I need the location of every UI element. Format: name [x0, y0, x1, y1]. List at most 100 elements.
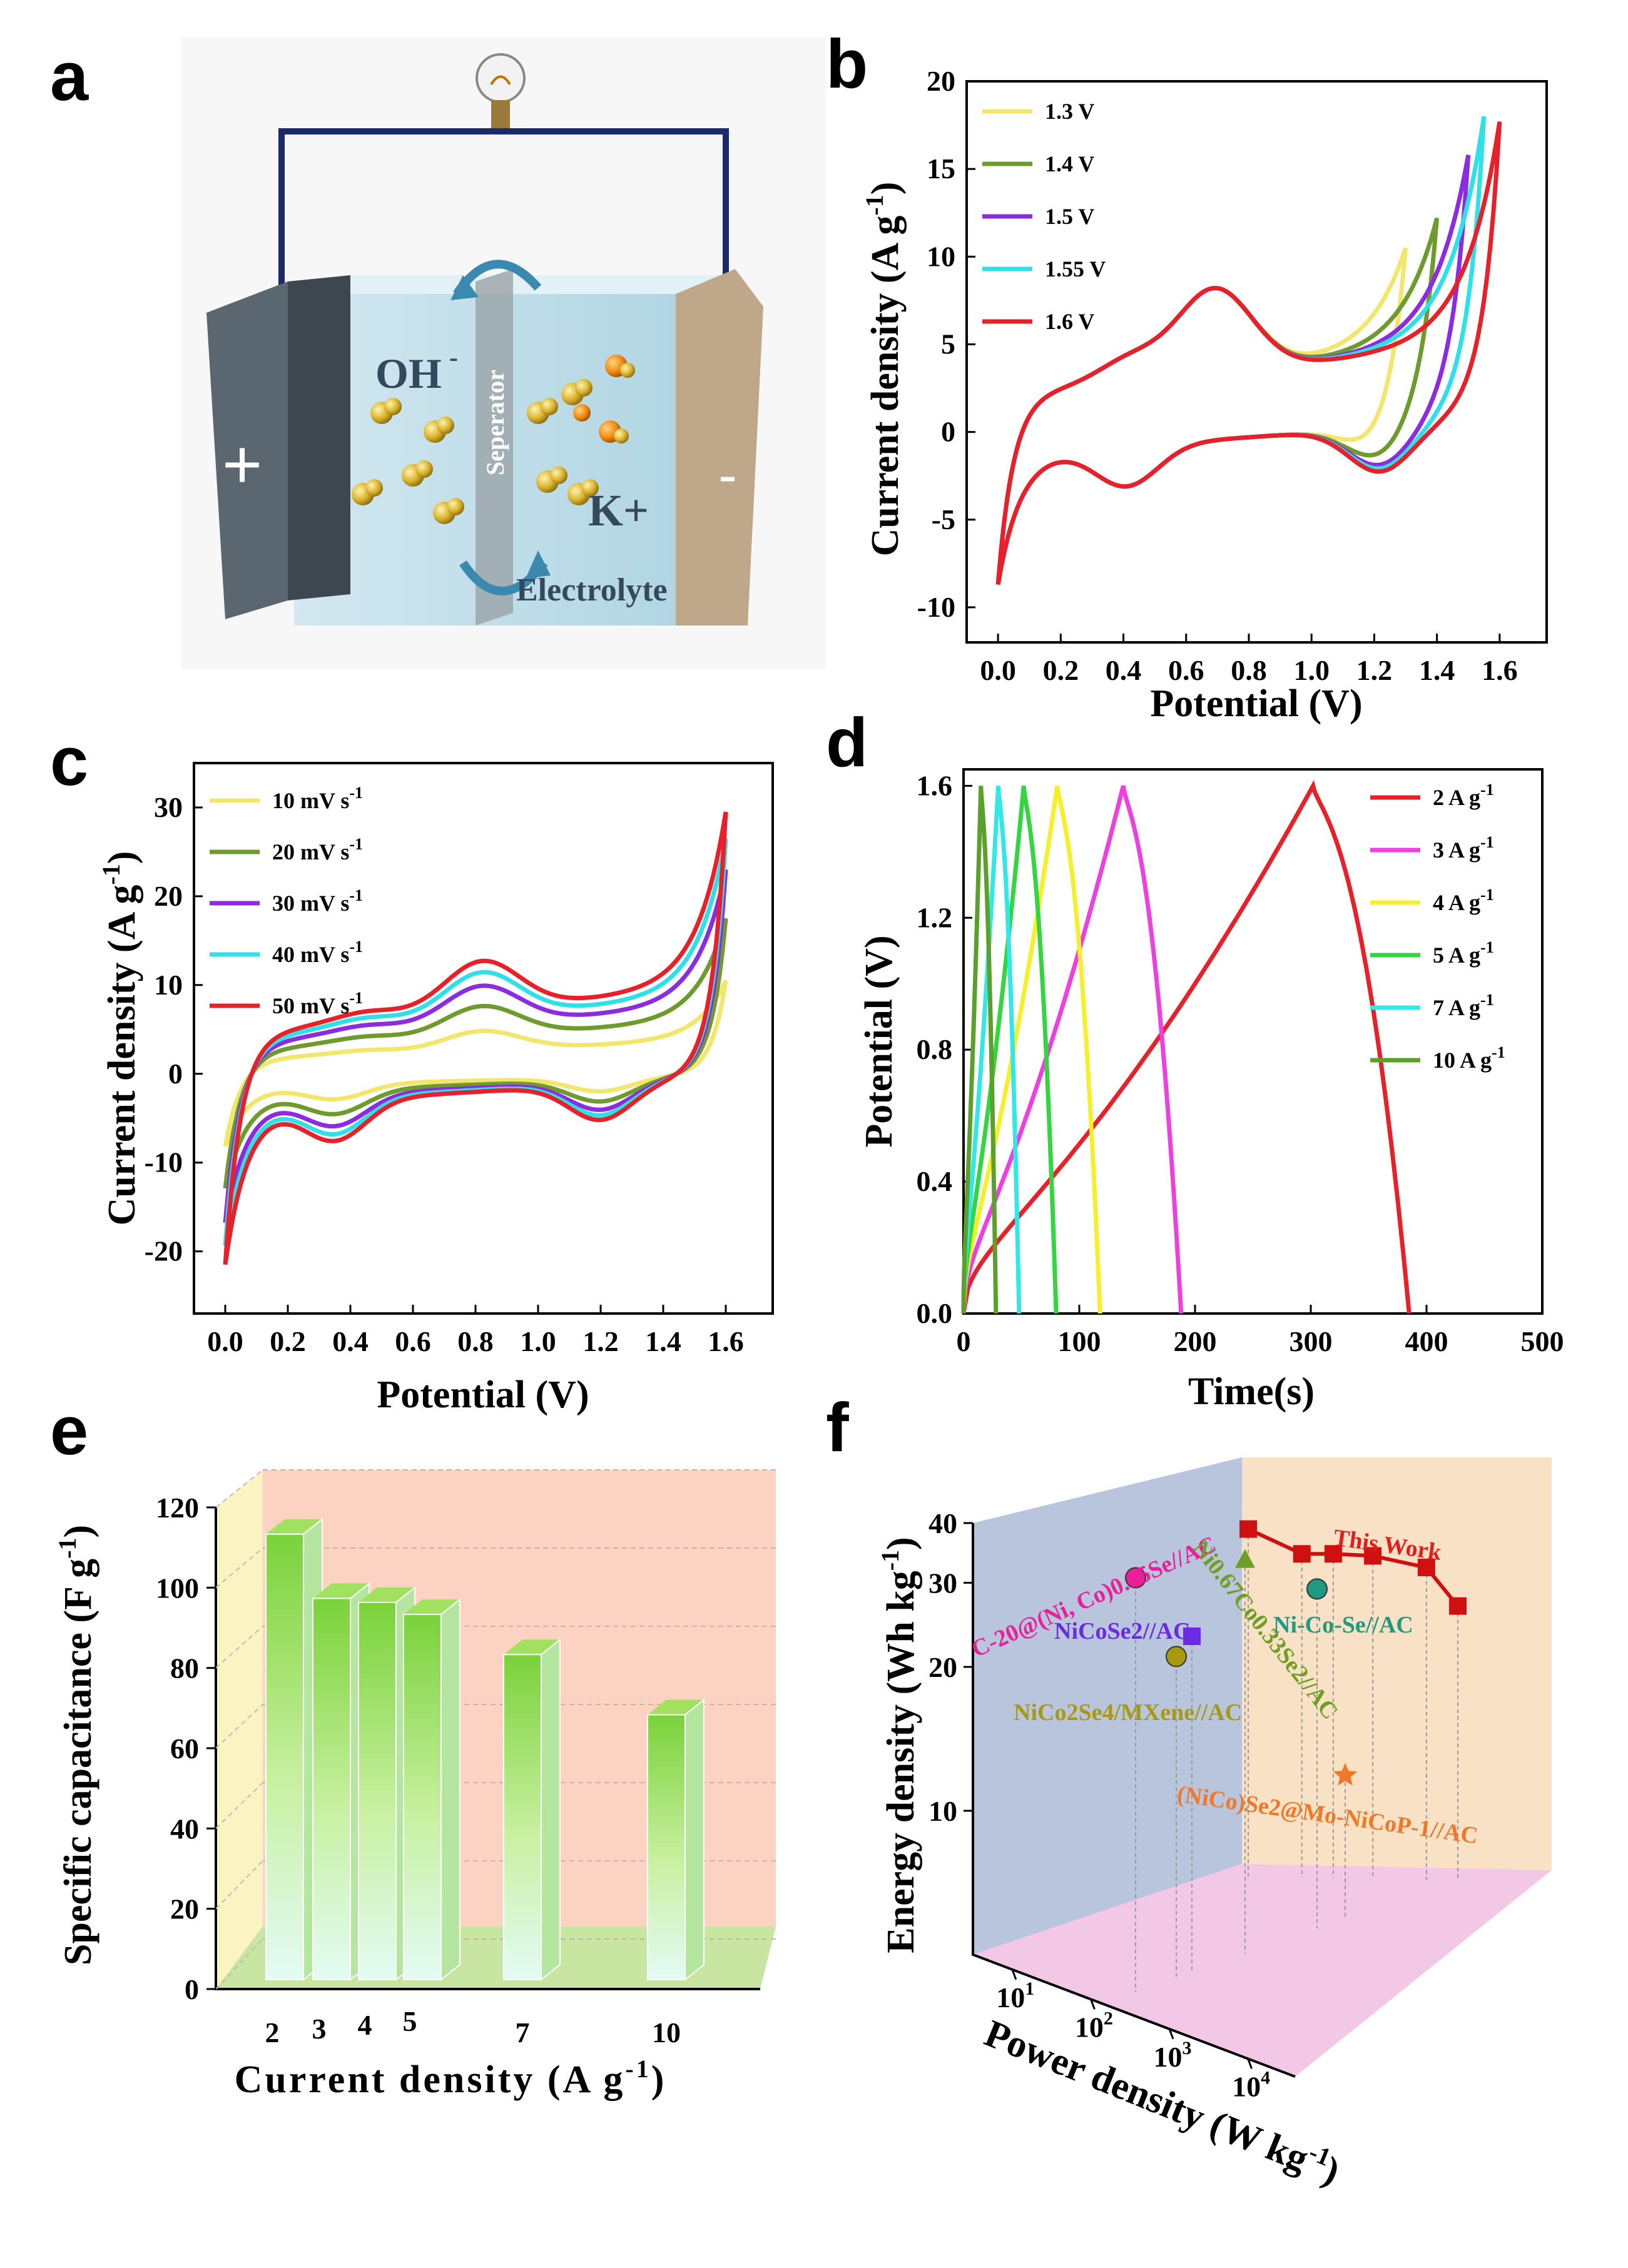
- ref-marker: [1166, 1646, 1187, 1668]
- panel-f-left-wall: [973, 1457, 1242, 1955]
- legend-label-main: 3 A g: [1433, 838, 1480, 863]
- grid-line: [215, 1469, 263, 1508]
- y-tick-label: 80: [170, 1653, 199, 1684]
- x-tick-label: 10: [652, 2017, 681, 2048]
- y-tick-label: 0: [185, 1973, 199, 2005]
- cv-curve: [995, 116, 1487, 585]
- x-tick-base: 10: [1232, 2070, 1261, 2102]
- positive-electrode: [206, 281, 288, 619]
- y-tick-label: 0: [941, 416, 955, 448]
- legend-label-main: 1.6 V: [1045, 309, 1094, 334]
- y-tick-label: 30: [154, 791, 183, 823]
- y-tick-label: 60: [170, 1733, 199, 1764]
- panel-a: a + - Seperator OH - K+ Electrolyte: [50, 38, 826, 669]
- panel-b: b -10 -5 0 5 10 15 20 0.0 0.2 0.4 0.6 0.8 1.0 1.2 1.4…: [826, 26, 1548, 725]
- hydroxide-ion-icons: [352, 379, 599, 524]
- panel-c-x-label: Potential (V): [377, 1374, 589, 1416]
- plus-sign: +: [222, 426, 262, 503]
- x-tick-label: 1.6: [708, 1325, 744, 1357]
- legend-label: 30 mV s-1: [272, 886, 363, 916]
- x-tick-label: 0: [957, 1325, 971, 1357]
- x-tick-label: 0.2: [270, 1325, 306, 1357]
- legend-label-sup: -1: [1480, 781, 1494, 799]
- legend-label-sup: -1: [349, 835, 363, 853]
- legend-label: 5 A g-1: [1433, 938, 1494, 968]
- panel-f-right-wall: [1242, 1457, 1552, 1870]
- y-tick-label: 100: [156, 1572, 199, 1604]
- x-tick-base: 10: [1154, 2041, 1183, 2073]
- panel-b-y-ticks: -10 -5 0 5 10 15 20: [917, 65, 975, 623]
- panel-f-y-label-end: ): [880, 1537, 922, 1550]
- legend-label: 10 mV s-1: [272, 784, 363, 813]
- bar: [265, 1533, 304, 1980]
- panel-f-y-ticks: 10 20 30 40: [928, 1507, 973, 1827]
- negative-electrode: [676, 269, 763, 625]
- panel-b-y-label-end: ): [864, 182, 907, 195]
- cv-curve: [223, 980, 728, 1147]
- legend-label-main: 50 mV s: [272, 993, 349, 1018]
- x-tick-label: 1.2: [1356, 654, 1393, 686]
- x-tick-label: 1.4: [1419, 654, 1455, 686]
- x-tick-base: 10: [1075, 2011, 1104, 2043]
- grid-line: [215, 1547, 263, 1589]
- x-tick-label: 1.2: [583, 1325, 619, 1357]
- x-tick-label: 100: [1058, 1325, 1101, 1357]
- panel-e-x-label-sup: -1: [625, 2055, 651, 2083]
- panel-f-y-label: Energy density (Wh kg-1): [876, 1537, 922, 1953]
- y-tick-label: 120: [156, 1492, 199, 1524]
- ref-label: NiCo2Se4/MXene//AC: [1014, 1699, 1242, 1726]
- cv-curve: [995, 247, 1408, 585]
- legend-label: 10 A g-1: [1433, 1043, 1505, 1073]
- panel-c-y-label-end: ): [101, 851, 143, 864]
- light-bulb-icon: [476, 53, 526, 128]
- x-tick-label: 500: [1521, 1325, 1564, 1357]
- panel-a-label: a: [50, 38, 89, 115]
- y-tick-label: 20: [170, 1893, 199, 1925]
- legend-label: 1.55 V: [1045, 256, 1106, 281]
- this-work-marker: [1293, 1545, 1311, 1563]
- x-tick-label: 0.8: [457, 1325, 494, 1357]
- separator-text: Seperator: [481, 370, 509, 475]
- top-arrowhead-icon: [450, 275, 479, 300]
- panel-e: e 0 20 40 60 80 100 120 2 3 4 5 7 10 Current densit…: [50, 1392, 776, 2101]
- x-tick-mark: [1090, 1998, 1096, 2010]
- panel-f-floor: [973, 1864, 1552, 2077]
- panel-c-series: [223, 811, 728, 1265]
- this-work-marker: [1417, 1559, 1435, 1577]
- panel-e-x-label-end: ): [651, 2058, 667, 2101]
- x-tick-label: 0.6: [395, 1325, 431, 1357]
- y-tick-label: 0.0: [917, 1297, 953, 1329]
- panel-f-label: f: [826, 1389, 849, 1466]
- x-tick-label: 101: [996, 1978, 1034, 2013]
- legend-label-sup: -1: [1480, 886, 1494, 904]
- panel-d-x-label: Time(s): [1188, 1370, 1315, 1413]
- legend-label-sup: -1: [1480, 991, 1494, 1009]
- y-tick-label: 10: [154, 969, 183, 1001]
- y-tick-label: 20: [928, 1651, 957, 1683]
- panel-b-frame: [965, 80, 1548, 644]
- legend-label: 4 A g-1: [1433, 886, 1494, 915]
- x-tick-label: 4: [358, 2009, 372, 2041]
- bar: [647, 1714, 686, 1980]
- panel-c-y-ticks: -20 -10 0 10 20 30: [145, 791, 203, 1267]
- panel-d-y-label: Potential (V): [858, 935, 900, 1147]
- grid-line: [215, 1704, 263, 1749]
- legend-label: 1.4 V: [1045, 151, 1094, 176]
- panel-c-x-ticks: 0.0 0.2 0.4 0.6 0.8 1.0 1.2 1.4 1.6: [207, 1305, 744, 1357]
- grid-line: [215, 1860, 263, 1910]
- x-tick-label: 1.6: [1482, 654, 1518, 686]
- panel-e-left-wall: [216, 1470, 263, 1989]
- bar-side: [684, 1698, 705, 1982]
- x-tick-label: 2: [265, 2017, 280, 2048]
- legend-label-main: 5 A g: [1433, 943, 1480, 968]
- x-tick-label: 0.4: [332, 1325, 369, 1357]
- y-tick-label: -20: [145, 1235, 183, 1267]
- y-tick-label: 20: [927, 65, 955, 97]
- x-tick-mark: [1247, 2058, 1253, 2069]
- legend-label-main: 1.5 V: [1045, 204, 1094, 229]
- y-tick-label: 1.6: [917, 769, 953, 801]
- panel-d-legend: 2 A g-13 A g-14 A g-15 A g-17 A g-110 A …: [1370, 781, 1505, 1073]
- ref-marker: [1235, 1549, 1255, 1568]
- legend-label-main: 10 mV s: [272, 788, 349, 813]
